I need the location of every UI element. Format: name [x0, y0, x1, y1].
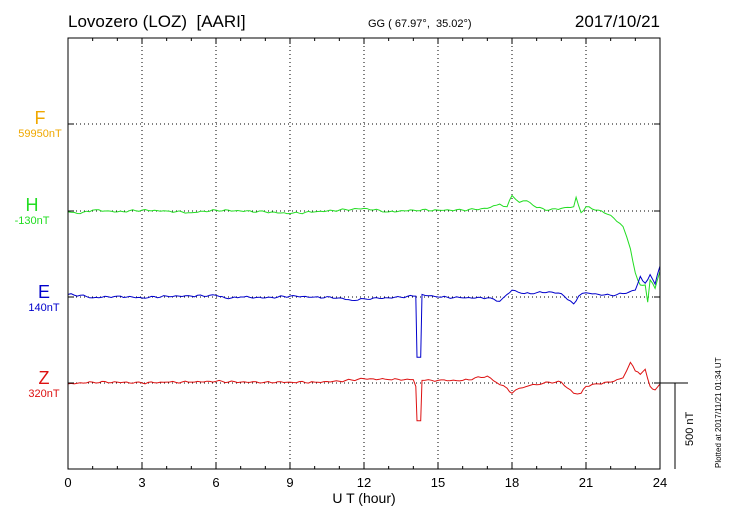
x-tick-label: 24	[653, 475, 667, 490]
component-label-f: F 59950nT	[10, 108, 70, 141]
x-tick-label: 15	[431, 475, 445, 490]
component-letter: Z	[38, 368, 50, 388]
x-tick-label: 6	[212, 475, 219, 490]
component-baseline: 320nT	[28, 388, 60, 400]
component-letter: F	[34, 108, 46, 128]
x-tick-label: 21	[579, 475, 593, 490]
x-tick-label: 3	[138, 475, 145, 490]
plotted-timestamp: Plotted at 2017/11/21 01:34 UT	[714, 357, 723, 468]
component-label-h: H -130nT	[2, 195, 62, 228]
component-letter: H	[25, 195, 39, 215]
component-label-e: E 140nT	[14, 282, 74, 315]
x-tick-label: 12	[357, 475, 371, 490]
trace-h	[67, 194, 661, 303]
x-tick-label: 9	[286, 475, 293, 490]
component-label-z: Z 320nT	[14, 368, 74, 401]
x-axis-label: U T (hour)	[332, 490, 395, 506]
component-letter: E	[37, 282, 50, 302]
x-axis-ticks: 0 3 6 9 12 15 18 21 24	[64, 38, 667, 490]
scale-bar: 500 nT	[660, 382, 696, 469]
component-baseline: -130nT	[14, 215, 50, 227]
trace-z	[67, 361, 661, 422]
component-baseline: 59950nT	[18, 128, 62, 140]
plot-date: 2017/10/21	[574, 12, 660, 31]
x-tick-label: 0	[64, 475, 71, 490]
station-title: Lovozero (LOZ) [AARI]	[68, 12, 246, 31]
scale-bar-label: 500 nT	[684, 411, 696, 446]
component-traces	[67, 194, 661, 422]
grid-lines	[68, 38, 660, 469]
x-tick-label: 18	[505, 475, 519, 490]
geographic-coordinates: GG ( 67.97°, 35.02°)	[368, 18, 472, 30]
trace-e	[67, 265, 661, 358]
component-baseline: 140nT	[28, 302, 60, 314]
